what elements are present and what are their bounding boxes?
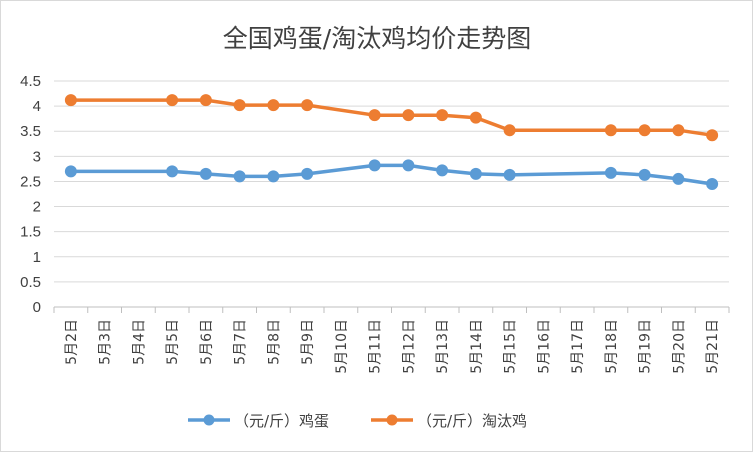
- y-tick-label: 3: [33, 148, 41, 165]
- data-point: [604, 124, 617, 137]
- y-tick-label: 4.5: [20, 73, 41, 90]
- series-2: [64, 94, 719, 142]
- data-point: [64, 165, 77, 178]
- data-point: [267, 99, 280, 112]
- data-point: [402, 109, 415, 122]
- y-tick-label: 1: [33, 249, 41, 266]
- x-tick-label: 5月15日: [503, 319, 519, 374]
- x-tick-label: 5月8日: [266, 319, 282, 365]
- data-point: [166, 165, 179, 178]
- data-point: [233, 170, 246, 183]
- legend-label: （元/斤）鸡蛋: [234, 412, 329, 430]
- x-tick-label: 5月19日: [638, 319, 654, 374]
- legend: （元/斤）鸡蛋 （元/斤）淘汰鸡: [188, 412, 527, 430]
- x-tick-label: 5月18日: [604, 319, 620, 374]
- chart-title: 全国鸡蛋/淘汰鸡均价走势图: [223, 24, 531, 53]
- x-tick-label: 5月9日: [300, 319, 316, 365]
- y-tick-label: 0.5: [20, 274, 41, 291]
- y-tick-label: 1.5: [20, 224, 41, 241]
- data-point: [469, 167, 482, 180]
- x-tick-label: 5月13日: [435, 319, 451, 374]
- x-tick-label: 5月5日: [165, 319, 181, 365]
- series-lines: [64, 94, 719, 190]
- x-tick-label: 5月21日: [705, 319, 721, 374]
- data-point: [436, 164, 449, 177]
- legend-marker: [386, 414, 398, 426]
- x-tick-label: 5月10日: [334, 319, 350, 374]
- x-tick-label: 5月20日: [671, 319, 687, 374]
- data-point: [64, 94, 77, 107]
- y-tick-label: 2: [33, 199, 41, 216]
- x-tick-label: 5月7日: [233, 319, 249, 365]
- y-tick-label: 4: [33, 98, 41, 115]
- data-point: [301, 167, 314, 180]
- data-point: [233, 99, 246, 112]
- x-tick-label: 5月4日: [131, 319, 147, 365]
- data-point: [368, 159, 381, 172]
- data-point: [166, 94, 179, 107]
- data-point: [706, 177, 719, 190]
- x-tick-label: 5月14日: [469, 319, 485, 374]
- y-tick-label: 2.5: [20, 173, 41, 190]
- y-tick-label: 3.5: [20, 123, 41, 140]
- data-point: [368, 109, 381, 122]
- data-point: [672, 124, 685, 137]
- data-point: [638, 168, 651, 181]
- legend-entry: （元/斤）淘汰鸡: [371, 412, 527, 430]
- x-tick-label: 5月11日: [368, 319, 384, 374]
- x-tick-label: 5月16日: [536, 319, 552, 374]
- data-point: [301, 99, 314, 112]
- data-point: [199, 167, 212, 180]
- data-point: [706, 129, 719, 142]
- data-point: [503, 168, 516, 181]
- legend-entry: （元/斤）鸡蛋: [188, 412, 329, 430]
- data-point: [503, 124, 516, 137]
- data-point: [267, 170, 280, 183]
- series-1: [64, 159, 719, 190]
- x-tick-label: 5月3日: [98, 319, 114, 365]
- x-tick-label: 5月17日: [570, 319, 586, 374]
- legend-marker: [203, 414, 215, 426]
- x-tick-label: 5月2日: [64, 319, 80, 365]
- data-point: [402, 159, 415, 172]
- y-axis-ticks: 0 0.5 1 1.5 2 2.5 3 3.5 4 4.5: [20, 73, 41, 316]
- y-tick-label: 0: [33, 299, 41, 316]
- legend-label: （元/斤）淘汰鸡: [417, 412, 527, 430]
- data-point: [199, 94, 212, 107]
- data-point: [469, 111, 482, 124]
- data-point: [436, 109, 449, 122]
- x-axis-ticks: 5月2日 5月3日 5月4日 5月5日 5月6日 5月7日 5月8日 5月9日 5月10日 5月1…: [64, 319, 721, 374]
- data-point: [604, 166, 617, 179]
- gridlines: [53, 80, 730, 313]
- x-tick-label: 5月12日: [401, 319, 417, 374]
- data-point: [638, 124, 651, 137]
- data-point: [672, 172, 685, 185]
- x-tick-label: 5月6日: [199, 319, 215, 365]
